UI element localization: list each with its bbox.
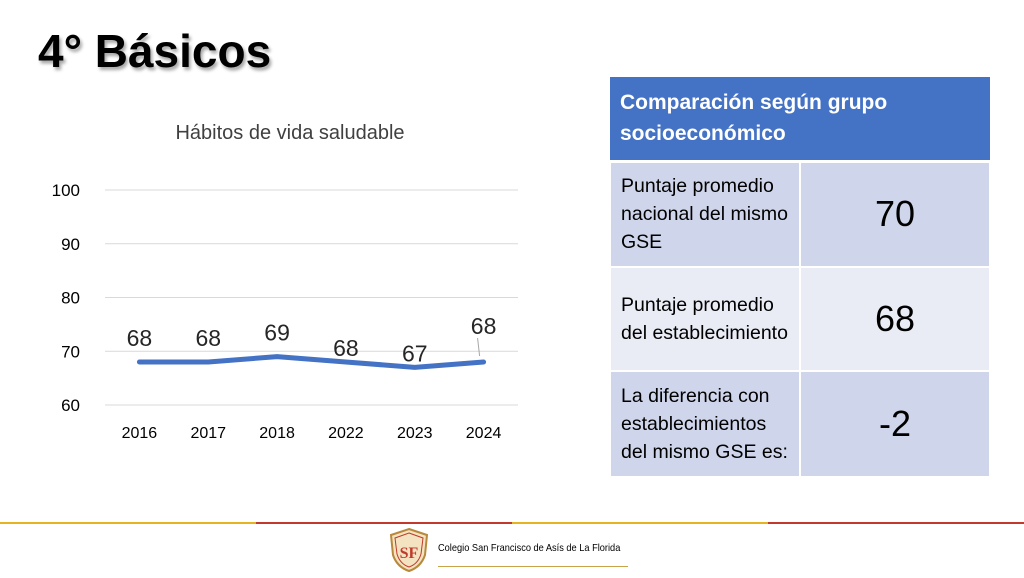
school-name: Colegio San Francisco de Asís de La Flor… [438,542,621,554]
x-tick-label: 2018 [259,425,295,442]
x-tick-label: 2017 [190,425,226,442]
table-row: Puntaje promedio nacional del mismo GSE … [609,160,991,268]
row-value-difference: -2 [799,370,991,478]
row-value-school: 68 [799,266,991,372]
line-chart: Hábitos de vida saludable 60 70 80 90 100 20… [30,110,530,460]
logo-letters: SF [400,545,419,562]
y-tick-label: 70 [61,342,80,361]
series-line-group [136,354,487,370]
chart-svg: Hábitos de vida saludable 60 70 80 90 100 20… [52,122,518,442]
data-label: 69 [264,320,290,346]
label-leader-line [477,337,481,357]
data-point [343,360,348,364]
data-label: 68 [333,335,359,361]
data-labels: 68 68 69 68 67 68 [127,313,497,366]
data-label: 68 [127,325,153,351]
row-label-school: Puntaje promedio del establecimiento [609,266,801,372]
data-point [137,360,142,364]
series-line [136,354,487,370]
y-tick-label: 90 [61,235,80,254]
comparison-table: Comparación según grupo socioeconómico P… [609,77,991,478]
data-label: 68 [471,313,497,339]
data-label: 68 [195,325,221,351]
table-row: La diferencia con establecimientos del m… [609,370,991,478]
data-point [275,354,280,359]
data-label: 67 [402,340,428,366]
x-tick-label: 2024 [466,425,502,442]
school-logo: SF [388,527,430,573]
table-row: Puntaje promedio del establecimiento 68 [609,266,991,372]
x-tick-label: 2016 [122,425,158,442]
gridlines [105,189,518,406]
data-point [206,360,211,364]
chart-title: Hábitos de vida saludable [175,122,404,144]
row-label-national: Puntaje promedio nacional del mismo GSE [609,160,801,268]
x-axis-ticks: 2016 2017 2018 2022 2023 2024 [122,425,502,442]
x-tick-label: 2022 [328,425,364,442]
y-tick-label: 60 [61,396,80,415]
table-header: Comparación según grupo socioeconómico [610,77,990,163]
footer-divider [0,522,1024,524]
row-value-national: 70 [799,160,991,268]
row-label-difference: La diferencia con establecimientos del m… [609,370,801,478]
slide-title: 4° Básicos [38,25,272,77]
y-axis-ticks: 60 70 80 90 100 [52,181,80,415]
y-tick-label: 100 [52,181,80,200]
y-tick-label: 80 [61,289,80,308]
data-point [481,360,486,364]
x-tick-label: 2023 [397,425,433,442]
school-name-underline [438,566,628,567]
data-point [412,365,417,370]
